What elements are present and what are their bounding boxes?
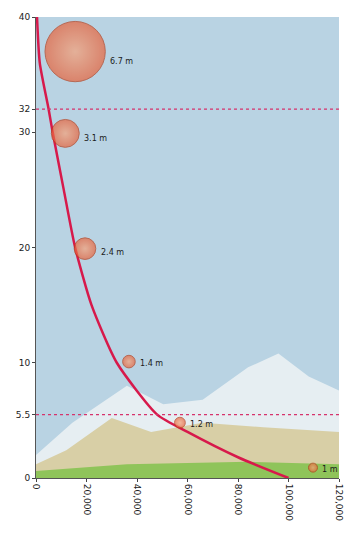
svg-text:1.4 m: 1.4 m xyxy=(140,359,163,368)
svg-text:10: 10 xyxy=(19,358,31,368)
svg-text:32: 32 xyxy=(19,104,30,114)
svg-text:5.5: 5.5 xyxy=(16,410,30,420)
svg-text:40: 40 xyxy=(19,12,31,22)
svg-text:60,000: 60,000 xyxy=(183,484,193,516)
svg-text:0: 0 xyxy=(31,484,41,490)
svg-text:80,000: 80,000 xyxy=(233,484,243,516)
svg-text:100,000: 100,000 xyxy=(284,484,294,521)
svg-text:20,000: 20,000 xyxy=(82,484,92,516)
svg-text:120,000: 120,000 xyxy=(334,484,344,521)
svg-text:1.2 m: 1.2 m xyxy=(190,420,213,429)
svg-text:40,000: 40,000 xyxy=(132,484,142,516)
svg-text:20: 20 xyxy=(19,243,31,253)
svg-text:0: 0 xyxy=(24,473,30,483)
svg-text:3.1 m: 3.1 m xyxy=(84,134,107,143)
svg-text:30: 30 xyxy=(19,127,31,137)
svg-text:1 m: 1 m xyxy=(322,465,338,474)
svg-text:6.7 m: 6.7 m xyxy=(110,57,133,66)
svg-text:2.4 m: 2.4 m xyxy=(101,248,124,257)
